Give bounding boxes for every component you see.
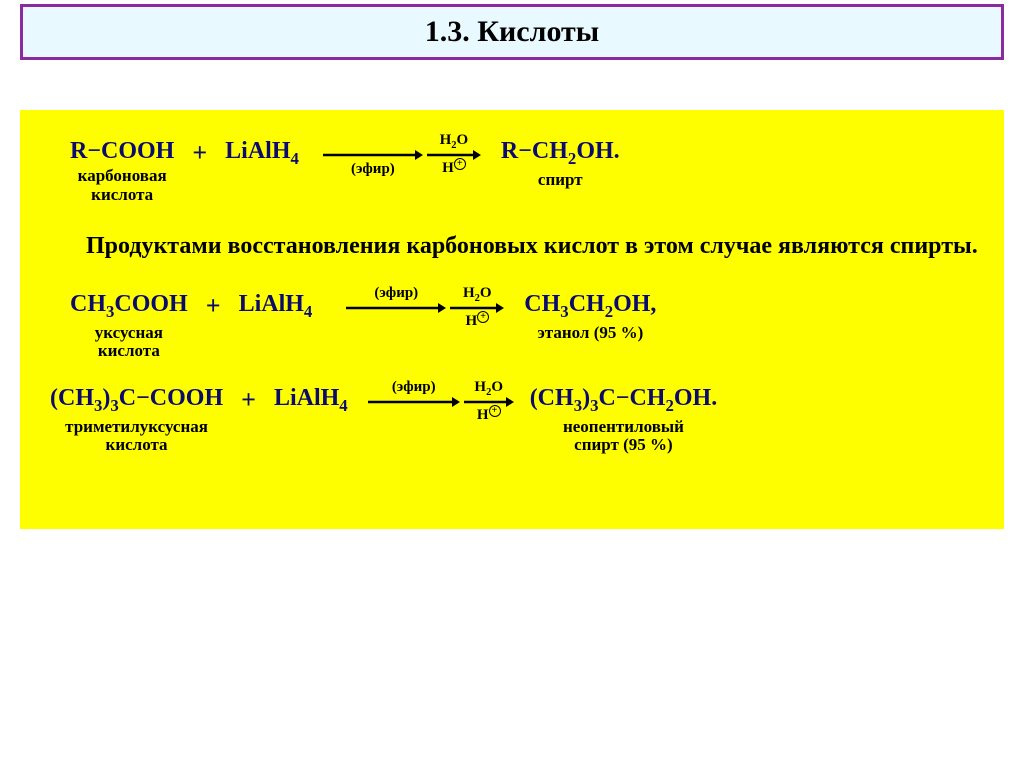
formula: (CH3)3C−COOH [50, 385, 223, 416]
product-2: CH3CH2OH, этанол (95 %) [524, 291, 656, 342]
compound-label: уксуснаякислота [95, 324, 163, 361]
reactant-2a: CH3COOH уксуснаякислота [70, 291, 188, 361]
formula: R−CH2OH. [501, 138, 620, 169]
arrow-3b: H2O H+ [464, 395, 514, 409]
reactant-1b: LiAlH4 [225, 138, 299, 169]
paragraph-text: Продуктами восстановления карбоновых кис… [46, 230, 978, 262]
compound-label: спирт [538, 171, 583, 190]
condition-hplus: H+ [465, 311, 489, 330]
reaction-3: (CH3)3C−COOH триметилуксуснаякислота + L… [46, 385, 978, 455]
product-3: (CH3)3C−CH2OH. неопентиловыйспирт (95 %) [530, 385, 718, 455]
reaction-2: CH3COOH уксуснаякислота + LiAlH4 (эфир) … [66, 291, 978, 361]
arrow-icon [346, 301, 446, 315]
condition-ether: (эфир) [374, 285, 418, 302]
plus-sign: + [241, 385, 256, 415]
reaction-1: R−COOH карбоноваякислота + LiAlH4 (эфир)… [66, 138, 978, 204]
reactant-2b: LiAlH4 [239, 291, 313, 322]
compound-label: этанол (95 %) [537, 324, 643, 343]
arrow-icon [323, 148, 423, 162]
product-1: R−CH2OH. спирт [501, 138, 620, 189]
arrow-group-3: (эфир) H2O H+ [368, 385, 514, 409]
compound-label: неопентиловыйспирт (95 %) [563, 418, 684, 455]
reactant-3b: LiAlH4 [274, 385, 348, 416]
condition-hplus: H+ [442, 158, 466, 177]
arrow-1a: (эфир) [323, 148, 423, 162]
arrow-1b: H2O H+ [427, 148, 481, 162]
formula: LiAlH4 [274, 385, 348, 416]
page-title: 1.3. Кислоты [425, 15, 599, 49]
formula: LiAlH4 [239, 291, 313, 322]
content-box: R−COOH карбоноваякислота + LiAlH4 (эфир)… [20, 110, 1004, 529]
arrow-2a: (эфир) [346, 301, 446, 315]
condition-h2o: H2O [463, 285, 492, 304]
condition-ether: (эфир) [351, 161, 395, 178]
arrow-group-2: (эфир) H2O H+ [346, 291, 504, 315]
arrow-3a: (эфир) [368, 395, 460, 409]
arrow-icon [368, 395, 460, 409]
formula: CH3COOH [70, 291, 188, 322]
formula: (CH3)3C−CH2OH. [530, 385, 718, 416]
condition-h2o: H2O [440, 132, 469, 151]
plus-sign: + [206, 291, 221, 321]
formula: LiAlH4 [225, 138, 299, 169]
reactant-1a: R−COOH карбоноваякислота [70, 138, 174, 204]
condition-h2o: H2O [474, 379, 503, 398]
reactant-3a: (CH3)3C−COOH триметилуксуснаякислота [50, 385, 223, 455]
formula: CH3CH2OH, [524, 291, 656, 322]
title-box: 1.3. Кислоты [20, 4, 1004, 60]
compound-label: триметилуксуснаякислота [65, 418, 208, 455]
compound-label: карбоноваякислота [78, 167, 167, 204]
condition-ether: (эфир) [392, 379, 436, 396]
formula: R−COOH [70, 138, 174, 165]
plus-sign: + [192, 138, 207, 168]
arrow-2b: H2O H+ [450, 301, 504, 315]
condition-hplus: H+ [477, 405, 501, 424]
arrow-group-1: (эфир) H2O H+ [323, 138, 481, 162]
